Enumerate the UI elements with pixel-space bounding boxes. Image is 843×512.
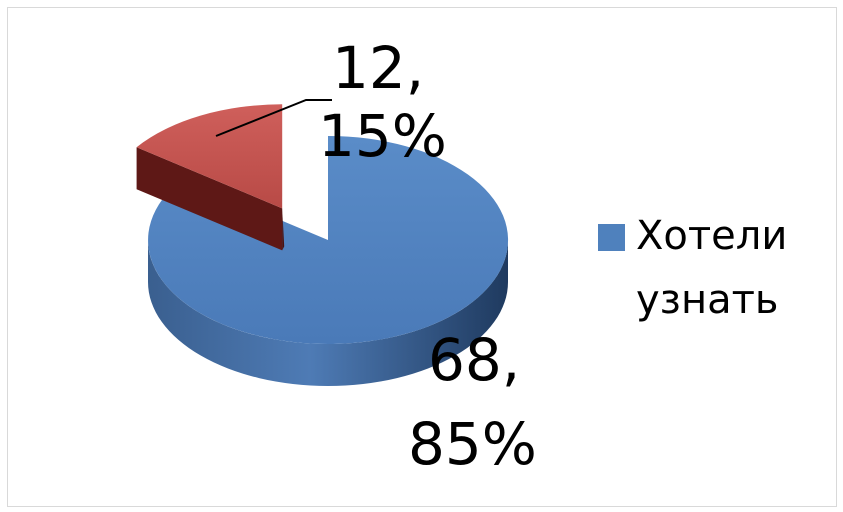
data-label-percent: 85% [408, 410, 537, 478]
data-label-percent: 15% [318, 102, 447, 170]
data-label-slice-2: 68, 85% [408, 326, 537, 478]
data-label-value: 12, [332, 34, 425, 102]
pie-slice-side-2 [148, 240, 508, 386]
leader-line [215, 99, 332, 137]
data-label-slice-1: 12, 15% [318, 34, 447, 170]
pie-slice-wall-1 [136, 147, 283, 251]
legend-label: Хотели узнать [636, 213, 788, 323]
pie-slice-1 [136, 104, 283, 209]
data-label-value: 68, [428, 326, 521, 394]
legend-swatch [598, 224, 625, 251]
pie-slice-wall-edge-1 [282, 208, 285, 251]
pie-slice-2 [148, 136, 509, 344]
